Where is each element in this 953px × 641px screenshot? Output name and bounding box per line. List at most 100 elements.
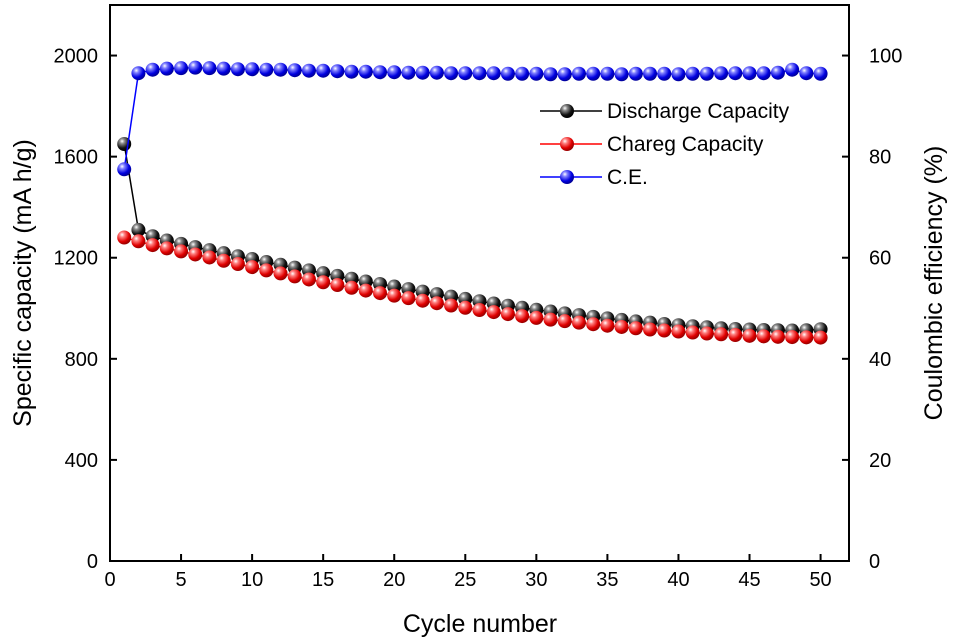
data-point (742, 66, 757, 81)
data-point (543, 67, 558, 82)
legend-marker (560, 170, 574, 184)
legend-label: C.E. (607, 166, 648, 189)
data-point (316, 275, 331, 290)
data-point (429, 65, 444, 80)
data-point (657, 323, 672, 338)
data-point (799, 66, 814, 81)
series-discharge-capacity (117, 137, 828, 338)
data-point (557, 67, 572, 82)
data-point (813, 330, 828, 345)
data-point (145, 62, 160, 77)
x-tick-label: 25 (454, 569, 476, 591)
data-point (259, 62, 274, 77)
y-axis-left-title: Specific capacity (mA h/g) (9, 139, 37, 427)
data-point (216, 253, 231, 268)
data-point (643, 66, 658, 81)
data-point (401, 65, 416, 80)
data-point (174, 244, 189, 259)
data-point (301, 63, 316, 78)
data-point (600, 66, 615, 81)
legend-marker (560, 104, 574, 118)
data-point (586, 66, 601, 81)
y-tick-label: 800 (65, 349, 98, 371)
data-point (500, 307, 515, 322)
data-point (316, 63, 331, 78)
y-tick-label: 1200 (54, 248, 99, 270)
data-point (756, 329, 771, 344)
data-point (458, 300, 473, 315)
data-point (131, 66, 146, 81)
data-point (770, 65, 785, 80)
data-point (373, 286, 388, 301)
series-layer (117, 60, 828, 345)
y-tick-label: 2000 (54, 46, 99, 68)
data-point (728, 328, 743, 343)
y2-tick-label: 20 (869, 450, 891, 472)
y2-tick-label: 0 (869, 551, 880, 573)
x-tick-label: 10 (241, 569, 263, 591)
data-point (472, 66, 487, 81)
data-point (358, 64, 373, 79)
y-tick-label: 0 (87, 551, 98, 573)
legend-item: Discharge Capacity (540, 100, 790, 123)
data-point (202, 61, 217, 76)
x-tick-label: 30 (525, 569, 547, 591)
x-tick-label: 15 (312, 569, 334, 591)
data-point (571, 315, 586, 330)
y-axis-left: 0 400 800 1200 1600 2000 (54, 46, 117, 573)
data-point (785, 62, 800, 77)
data-point (657, 66, 672, 81)
data-point (756, 66, 771, 81)
series-chareg-capacity (117, 230, 828, 345)
data-point (529, 66, 544, 81)
data-point (415, 65, 430, 80)
legend-marker (560, 137, 574, 151)
y-tick-label: 1600 (54, 147, 99, 169)
data-point (600, 318, 615, 333)
data-point (770, 329, 785, 344)
data-point (330, 278, 345, 293)
data-point (742, 328, 757, 343)
x-tick-label: 45 (738, 569, 760, 591)
data-point (799, 330, 814, 345)
data-point (145, 238, 160, 253)
data-point (230, 257, 245, 272)
data-point (785, 330, 800, 345)
data-point (373, 65, 388, 80)
data-point (174, 61, 189, 76)
legend: Discharge Capacity Chareg Capacity C.E. (540, 100, 790, 189)
data-point (486, 66, 501, 81)
data-point (628, 321, 643, 336)
data-point (543, 312, 558, 327)
data-point (131, 222, 146, 237)
data-point (671, 324, 686, 339)
x-tick-label: 35 (596, 569, 618, 591)
x-tick-label: 5 (175, 569, 186, 591)
data-point (614, 67, 629, 82)
data-point (699, 326, 714, 341)
x-tick-label: 20 (383, 569, 405, 591)
data-point (714, 66, 729, 81)
y2-tick-label: 40 (869, 349, 891, 371)
data-point (614, 319, 629, 334)
data-point (415, 293, 430, 308)
data-point (159, 241, 174, 256)
data-point (444, 66, 459, 81)
data-point (671, 67, 686, 82)
y-axis-right-title: Coulombic efficiency (%) (920, 146, 948, 421)
data-point (273, 266, 288, 281)
data-point (344, 280, 359, 295)
x-tick-label: 50 (809, 569, 831, 591)
data-point (344, 64, 359, 79)
legend-label: Chareg Capacity (607, 133, 764, 156)
series-c-e (117, 60, 828, 177)
data-point (444, 298, 459, 313)
data-point (387, 65, 402, 80)
data-point (216, 61, 231, 76)
data-point (458, 66, 473, 81)
data-point (245, 260, 260, 275)
data-point (202, 250, 217, 265)
data-point (117, 162, 132, 177)
y2-tick-label: 100 (869, 46, 902, 68)
